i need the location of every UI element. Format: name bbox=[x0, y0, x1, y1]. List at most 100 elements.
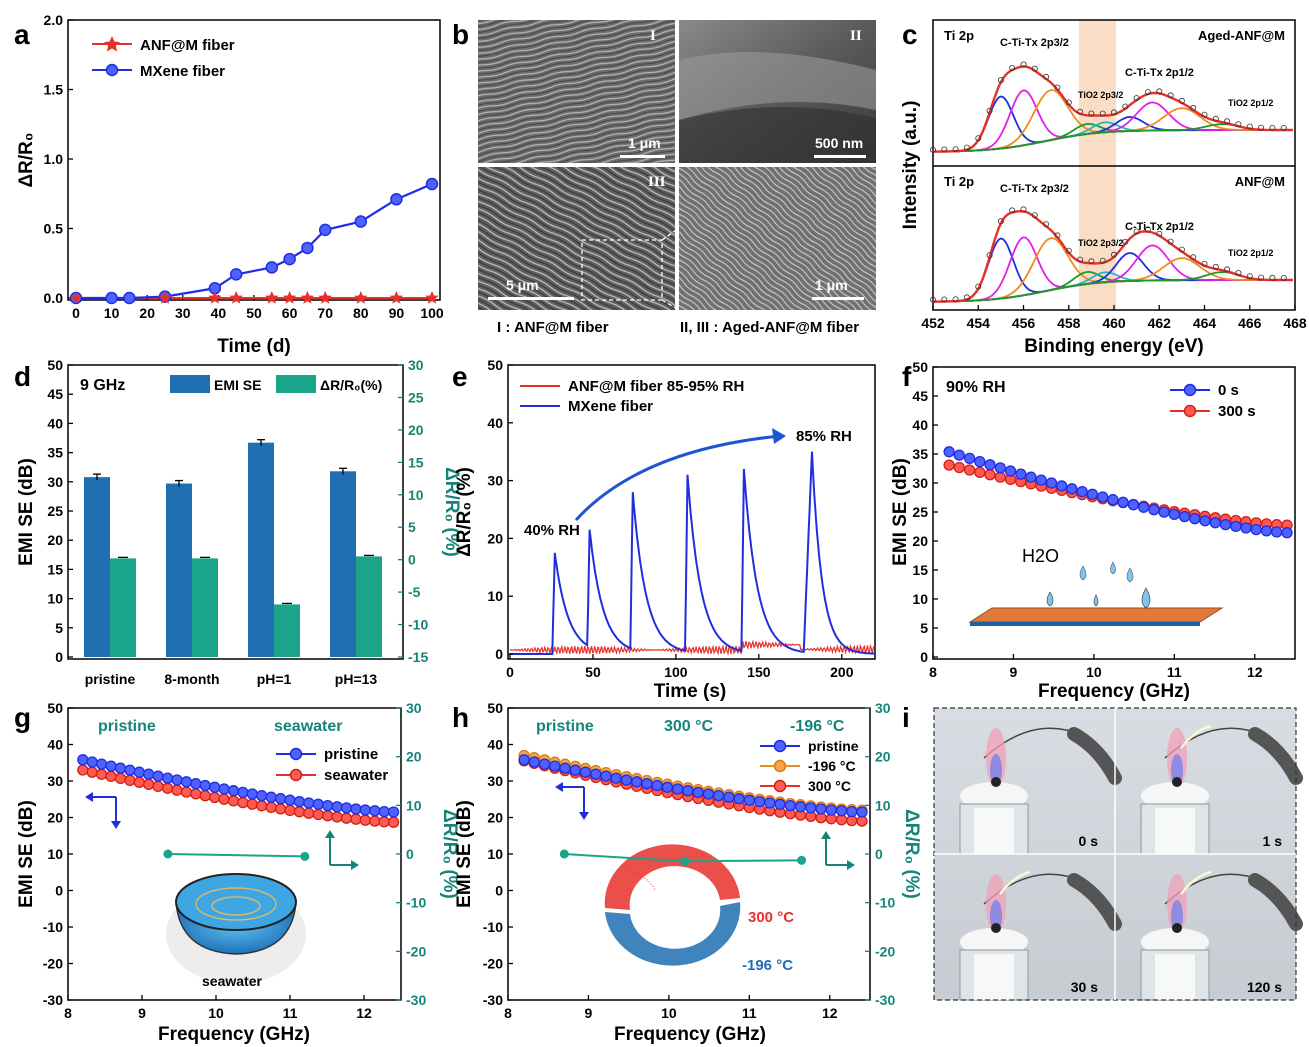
panel-f-condition: 90% RH bbox=[946, 379, 1006, 396]
category-label: 8-month bbox=[164, 671, 219, 687]
panel-e-curves bbox=[509, 451, 875, 656]
xps-raw-point bbox=[1201, 111, 1208, 118]
panel-a-frame bbox=[67, 19, 441, 301]
x-tick-label: 200 bbox=[830, 664, 854, 680]
y-tick-label: 0 bbox=[495, 646, 503, 662]
panel-c-x-label: Binding energy (eV) bbox=[1024, 336, 1203, 357]
xps-raw-point bbox=[1178, 246, 1185, 253]
series-pristine-h-point bbox=[569, 764, 581, 776]
xps-raw-point bbox=[975, 135, 982, 142]
panel-c-bottom-sample: ANF@M bbox=[1235, 174, 1285, 189]
series-seawater-point bbox=[124, 774, 136, 787]
series-seawater-point bbox=[105, 770, 117, 783]
y-tick-label: 5 bbox=[55, 620, 63, 636]
y-tick-label: 20 bbox=[406, 749, 422, 765]
sem-image-4 bbox=[679, 167, 876, 310]
panel-h-top-1: pristine bbox=[536, 718, 594, 735]
series-0s-point bbox=[963, 452, 976, 465]
series-seawater-point bbox=[350, 813, 362, 825]
panel-e-x-label: Time (s) bbox=[654, 681, 727, 702]
series-pristine-point bbox=[237, 786, 249, 799]
xps-raw-point bbox=[1031, 212, 1038, 219]
panel-e-annotation-low: 40% RH bbox=[524, 522, 580, 539]
series-seawater-point bbox=[265, 801, 277, 814]
xps-raw-point bbox=[1009, 65, 1016, 72]
series-0s-point bbox=[953, 449, 965, 461]
y-tick-label: 20 bbox=[408, 422, 424, 438]
panel-g-y-label-left: EMI SE (dB) bbox=[16, 800, 37, 908]
scalebar-2: 500 nm bbox=[815, 135, 863, 151]
y-tick-label: 30 bbox=[875, 700, 891, 716]
series-seawater-point bbox=[256, 800, 268, 812]
series-300s-point bbox=[963, 464, 976, 476]
series-pristine-h-point bbox=[579, 766, 592, 778]
panel-d-legend-2: ΔR/R₀(%) bbox=[320, 377, 382, 393]
series-pristine-h-point bbox=[805, 802, 817, 814]
xps-raw-point bbox=[1156, 88, 1163, 95]
series-pristine-h-point bbox=[538, 758, 551, 770]
y-tick-label: 20 bbox=[875, 749, 891, 765]
series-pristine-point bbox=[180, 776, 193, 788]
panel-letter-d: d bbox=[14, 361, 31, 392]
series-0s-point bbox=[1076, 485, 1088, 498]
xps-raw-point bbox=[1031, 65, 1038, 72]
y-tick-label: 40 bbox=[912, 417, 928, 433]
legend-swatch-dr bbox=[276, 375, 316, 393]
panel-e-annotation-high: 85% RH bbox=[796, 428, 852, 445]
series-pristine-point bbox=[171, 774, 183, 786]
y-tick-label: 1.5 bbox=[44, 82, 64, 98]
y-tick-label: 0 bbox=[495, 883, 503, 899]
series-pristine-h-point bbox=[559, 762, 571, 774]
sem-label-III: III bbox=[648, 174, 666, 190]
glowing-fiber bbox=[1180, 724, 1212, 749]
y-tick-label: 0 bbox=[875, 846, 883, 862]
series-pristine-point bbox=[387, 806, 400, 818]
series-seawater-point bbox=[114, 772, 127, 785]
series-300s-point bbox=[994, 471, 1006, 483]
series-pristine-h-point bbox=[590, 768, 602, 780]
series-0s-point bbox=[1056, 480, 1068, 492]
series-pristine-point bbox=[312, 798, 324, 810]
legend-star-marker bbox=[104, 36, 120, 52]
panel-g: seawater 8 9 10 11 12 -30 -20 -10 0 10 20 30 40 50 -… bbox=[16, 700, 460, 1045]
y-tick-label: -10 bbox=[483, 919, 503, 935]
sem-label-II: II bbox=[850, 28, 862, 44]
panel-f-y-ticks: 0 5 10 15 20 25 30 35 40 45 50 bbox=[912, 359, 938, 665]
series-300s-point bbox=[953, 461, 965, 474]
series-pristine-h-point bbox=[631, 776, 643, 788]
series-pristine-h-point bbox=[651, 779, 663, 792]
series-0s-point bbox=[1035, 474, 1047, 486]
mxene-point bbox=[354, 215, 368, 228]
y-tick-label: 30 bbox=[408, 357, 424, 373]
series-0s-point bbox=[1015, 468, 1027, 480]
series-0s-point bbox=[1127, 499, 1140, 511]
panel-d: 0 5 10 15 20 25 30 35 40 45 50 -15 -10 -5 0 5 10 15 20 25 3… bbox=[16, 357, 462, 687]
x-tick-label: 0 bbox=[506, 664, 514, 680]
panel-a-legend: ANF@M fiber MXene fiber bbox=[92, 36, 235, 80]
panel-c-top-sample: Aged-ANF@M bbox=[1198, 28, 1285, 43]
xps-raw-point bbox=[930, 296, 937, 303]
series-0s-point bbox=[1148, 504, 1160, 516]
series-seawater-point bbox=[143, 778, 155, 791]
panel-h-top-3: -196 °C bbox=[790, 718, 845, 735]
x-tick-label: 452 bbox=[921, 315, 945, 331]
panel-c-peak-2-top: C-Ti-Tx 2p1/2 bbox=[1125, 67, 1194, 79]
xps-raw-point bbox=[1054, 84, 1061, 91]
xps-raw-point bbox=[1224, 118, 1231, 125]
series-0s-point bbox=[1189, 513, 1201, 525]
dr-point-h bbox=[680, 856, 690, 866]
xps-raw-point bbox=[1212, 263, 1219, 270]
xps-raw-point bbox=[1077, 256, 1084, 263]
y-tick-label: 10 bbox=[487, 588, 503, 604]
xps-raw-point bbox=[1280, 274, 1287, 281]
wick bbox=[991, 777, 1001, 787]
panel-d-freq-note: 9 GHz bbox=[80, 377, 125, 394]
series-0s-point bbox=[1107, 494, 1119, 506]
series-pristine-h-point bbox=[620, 774, 633, 786]
panel-h-x-label: Frequency (GHz) bbox=[614, 1024, 766, 1045]
x-tick-label: 0 bbox=[72, 305, 80, 321]
tweezer bbox=[1067, 727, 1122, 785]
lamp-wick-holder bbox=[1141, 928, 1209, 956]
series-seawater-point bbox=[312, 808, 324, 821]
